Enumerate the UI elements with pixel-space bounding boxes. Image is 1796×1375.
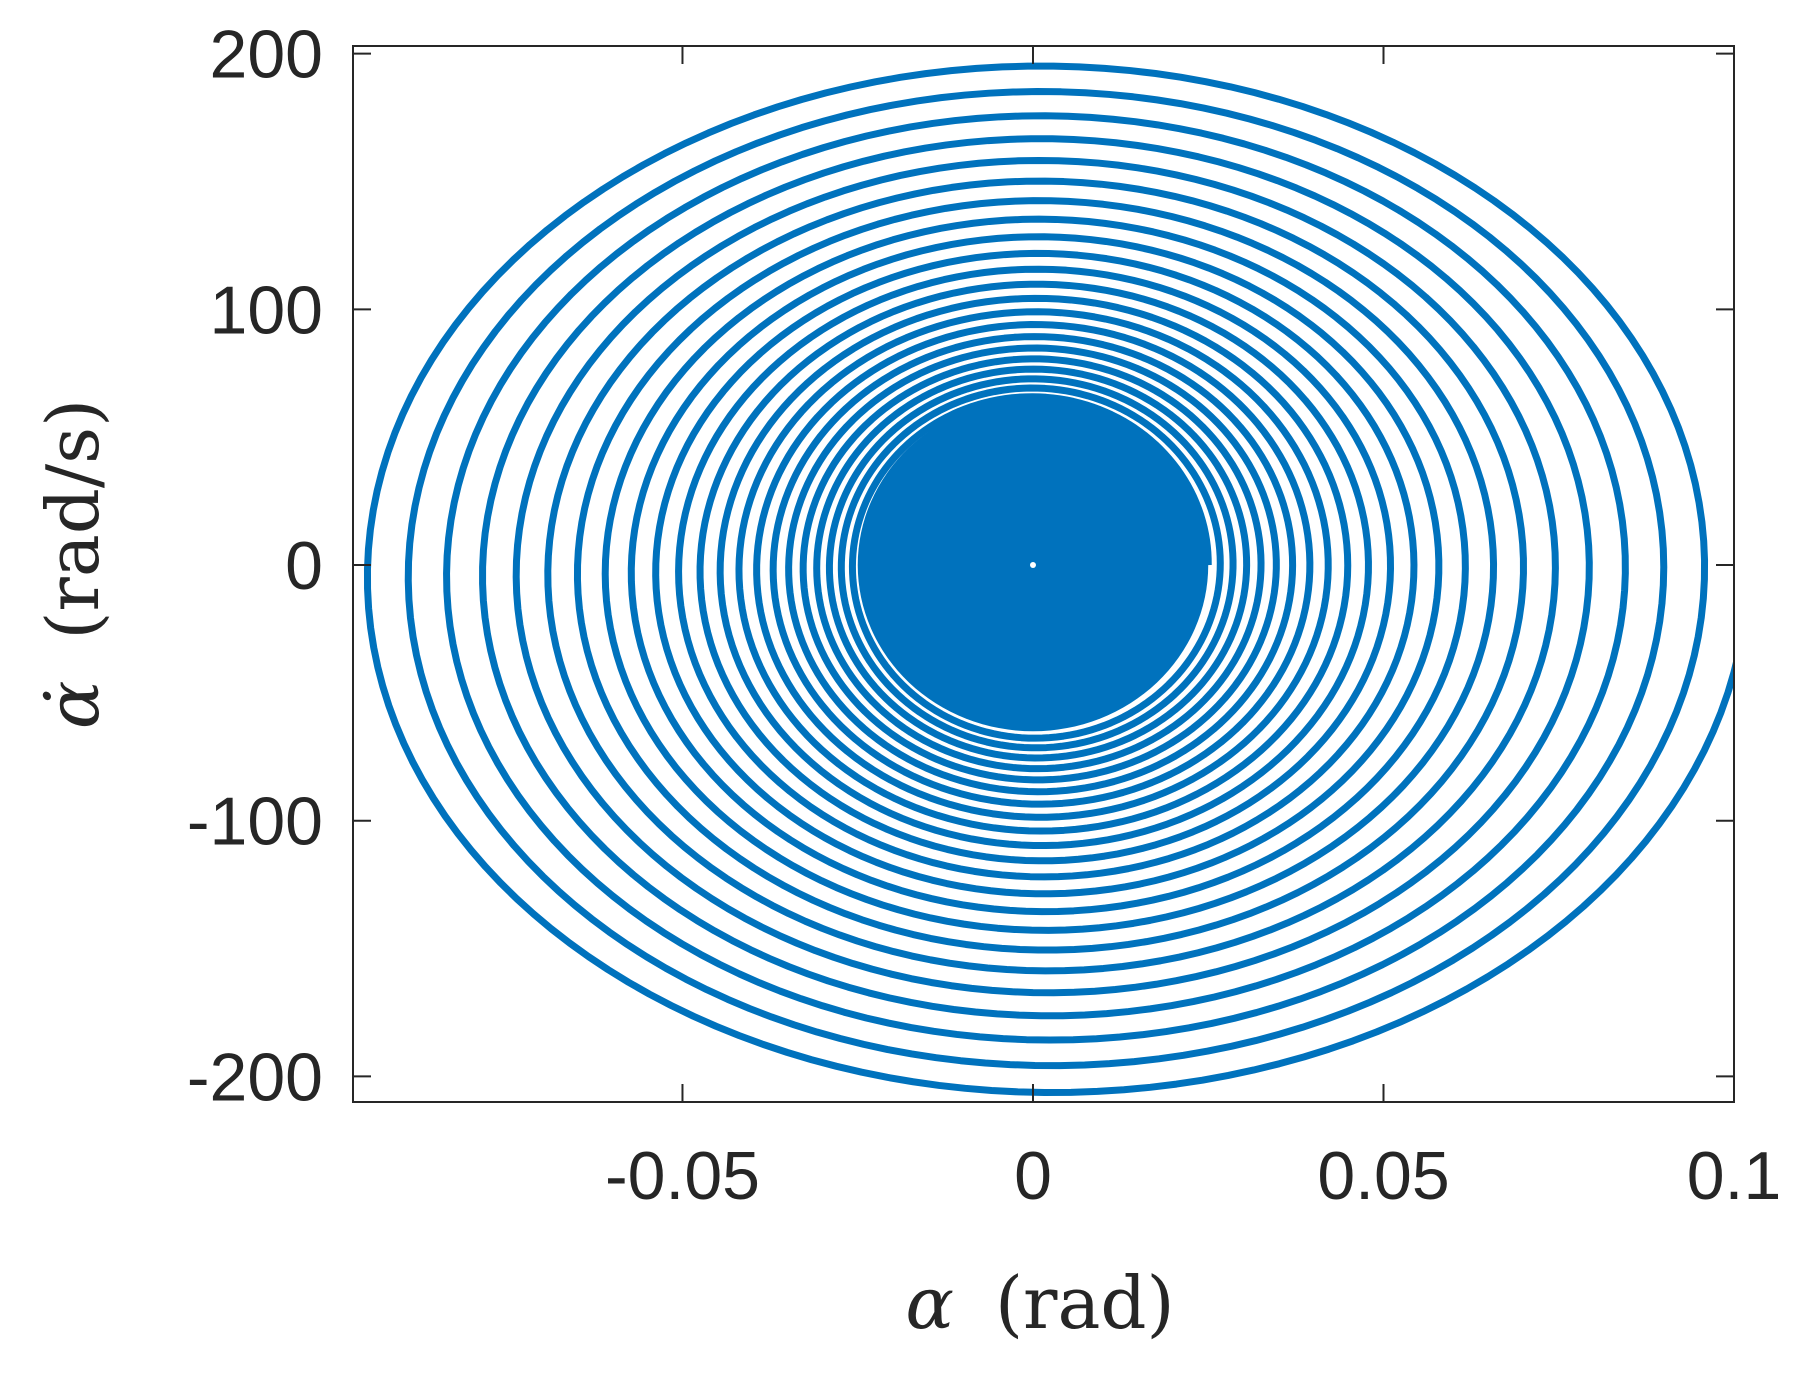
axes (352, 45, 1735, 1103)
y-tick-label-3: 100 (210, 272, 323, 348)
tick-labels: -0.05 0 0.05 0.1 -200 -100 0 100 200 (187, 17, 1781, 1214)
x-axis-symbol: α (905, 1261, 954, 1345)
x-tick-label-2: 0.05 (1317, 1138, 1449, 1214)
series-spiral-0 (363, 62, 1734, 1096)
y-axis-symbol: α̇ (31, 681, 115, 730)
series-end-point-0 (1029, 562, 1036, 569)
y-tick-label-4: 200 (210, 17, 323, 93)
axes-box (352, 45, 1735, 1103)
y-tick-label-2: 0 (285, 528, 323, 604)
x-axis-unit: (rad) (995, 1261, 1175, 1345)
y-tick-label-1: -100 (187, 784, 323, 860)
y-axis-unit: (rad/s) (31, 399, 115, 640)
y-axis-label: α̇ (rad/s) (31, 399, 115, 729)
x-axis-label: α (rad) (905, 1261, 1174, 1345)
x-tick-label-1: 0 (1014, 1138, 1052, 1214)
plot-area (363, 62, 1734, 1096)
x-tick-label-3: 0.1 (1687, 1138, 1782, 1214)
x-tick-label-0: -0.05 (605, 1138, 760, 1214)
y-tick-label-0: -200 (187, 1039, 323, 1115)
